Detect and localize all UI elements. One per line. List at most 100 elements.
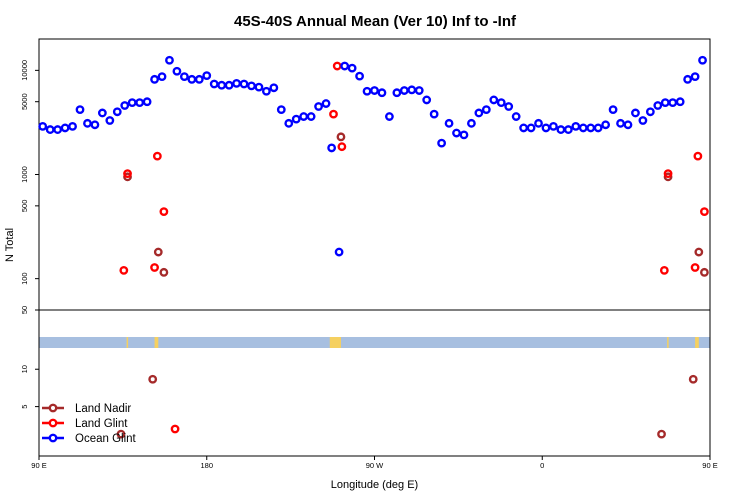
ocean-glint-point bbox=[467, 118, 476, 128]
ocean-glint-point bbox=[608, 105, 618, 114]
ocean-glint-point bbox=[38, 121, 48, 131]
ocean-glint-point bbox=[165, 55, 174, 65]
ocean-glint-point bbox=[276, 105, 286, 114]
land-glint-point bbox=[332, 61, 342, 71]
land-nadir-point bbox=[153, 247, 163, 257]
land-nadir-point bbox=[688, 374, 698, 384]
land-glint-point bbox=[690, 263, 700, 272]
x-tick-label: 0 bbox=[540, 461, 544, 470]
data-points bbox=[38, 55, 709, 439]
ocean-glint-point bbox=[519, 123, 529, 133]
ocean-glint-point bbox=[179, 72, 189, 82]
land-segment bbox=[154, 337, 159, 348]
ocean-glint-point bbox=[370, 86, 379, 95]
land-glint-point bbox=[123, 169, 132, 179]
ocean-glint-point bbox=[90, 120, 100, 130]
ocean-glint-point bbox=[616, 118, 625, 128]
ocean-glint-point bbox=[209, 79, 219, 89]
land-segment bbox=[126, 337, 129, 348]
ocean-glint-point bbox=[127, 98, 137, 108]
upper-panel-frame bbox=[38, 38, 711, 311]
ocean-glint-point bbox=[327, 143, 337, 153]
ocean-glint-point bbox=[269, 83, 279, 93]
land-glint-point bbox=[170, 424, 180, 434]
surface-type-band bbox=[39, 337, 710, 348]
ocean-glint-point bbox=[392, 88, 402, 98]
ocean-glint-point bbox=[247, 81, 256, 91]
land-nadir-point bbox=[116, 429, 126, 439]
ocean-glint-point bbox=[362, 86, 372, 96]
ocean-glint-point bbox=[97, 108, 107, 118]
legend-marker bbox=[48, 403, 58, 413]
ocean-glint-point bbox=[194, 74, 204, 84]
x-tick-label: 180 bbox=[200, 461, 213, 470]
ocean-glint-point bbox=[437, 138, 446, 148]
ocean-glint-point bbox=[556, 125, 566, 134]
y-tick-label: 5 bbox=[20, 405, 29, 409]
ocean-glint-point bbox=[340, 61, 350, 71]
y-axis-label: N Total bbox=[4, 228, 16, 262]
x-axis: 90 E 180 90 W 0 90 E bbox=[31, 456, 718, 470]
ocean-glint-point bbox=[68, 121, 77, 131]
ocean-glint-point bbox=[291, 114, 301, 124]
ocean-band bbox=[39, 337, 710, 348]
ocean-glint-point bbox=[172, 66, 182, 76]
ocean-glint-point bbox=[496, 98, 506, 108]
y-axis-lower: 5 10 bbox=[20, 365, 39, 409]
ocean-glint-point bbox=[399, 86, 409, 95]
ocean-glint-point bbox=[261, 86, 271, 96]
y-tick-label: 500 bbox=[20, 200, 29, 213]
ocean-glint-point bbox=[83, 118, 92, 128]
ocean-glint-point bbox=[631, 108, 640, 118]
ocean-glint-point bbox=[444, 118, 454, 128]
y-tick-label: 1000 bbox=[20, 166, 29, 183]
ocean-glint-point bbox=[135, 98, 145, 108]
land-glint-point bbox=[119, 266, 129, 275]
ocean-glint-point bbox=[377, 88, 387, 98]
ocean-glint-point bbox=[239, 79, 249, 89]
ocean-glint-point bbox=[526, 123, 536, 133]
land-glint-point bbox=[152, 151, 162, 161]
legend-label: Land Nadir bbox=[75, 403, 131, 415]
ocean-glint-point bbox=[299, 112, 309, 121]
ocean-glint-point bbox=[150, 74, 159, 84]
ocean-glint-point bbox=[578, 123, 588, 133]
ocean-glint-point bbox=[254, 82, 264, 92]
land-nadir-point bbox=[123, 172, 132, 182]
ocean-glint-point bbox=[698, 55, 707, 65]
ocean-glint-point bbox=[563, 125, 573, 134]
ocean-glint-point bbox=[232, 78, 241, 88]
land-glint-point bbox=[159, 207, 169, 217]
ocean-glint-point bbox=[586, 123, 596, 133]
land-glint-point bbox=[337, 142, 347, 152]
ocean-glint-point bbox=[660, 98, 670, 108]
ocean-glint-point bbox=[142, 97, 152, 107]
land-glint-point bbox=[693, 151, 703, 161]
x-axis-label: Longitude (deg E) bbox=[331, 479, 418, 491]
ocean-glint-point bbox=[60, 123, 70, 133]
ocean-glint-point bbox=[45, 125, 55, 134]
legend-label: Ocean Glint bbox=[75, 433, 137, 445]
ocean-glint-point bbox=[105, 116, 115, 125]
x-tick-label: 90 W bbox=[366, 461, 384, 470]
legend-marker bbox=[48, 418, 58, 428]
ocean-glint-point bbox=[481, 105, 491, 114]
ocean-glint-point bbox=[414, 86, 424, 95]
ocean-glint-point bbox=[347, 63, 357, 73]
ocean-glint-point bbox=[504, 102, 514, 111]
ocean-glint-point bbox=[157, 72, 167, 82]
ocean-glint-point bbox=[668, 98, 678, 108]
legend-label: Land Glint bbox=[75, 418, 128, 430]
land-glint-point bbox=[663, 169, 673, 179]
ocean-glint-point bbox=[217, 80, 227, 90]
ocean-glint-point bbox=[53, 125, 63, 134]
y-tick-label: 100 bbox=[20, 272, 29, 285]
ocean-glint-point bbox=[511, 112, 521, 121]
x-tick-label: 90 E bbox=[31, 461, 46, 470]
land-nadir-point bbox=[700, 267, 709, 277]
land-segment bbox=[329, 337, 341, 348]
ocean-glint-point bbox=[429, 109, 439, 119]
chart-title: 45S-40S Annual Mean (Ver 10) Inf to -Inf bbox=[234, 13, 517, 30]
y-tick-label: 10000 bbox=[20, 60, 29, 81]
